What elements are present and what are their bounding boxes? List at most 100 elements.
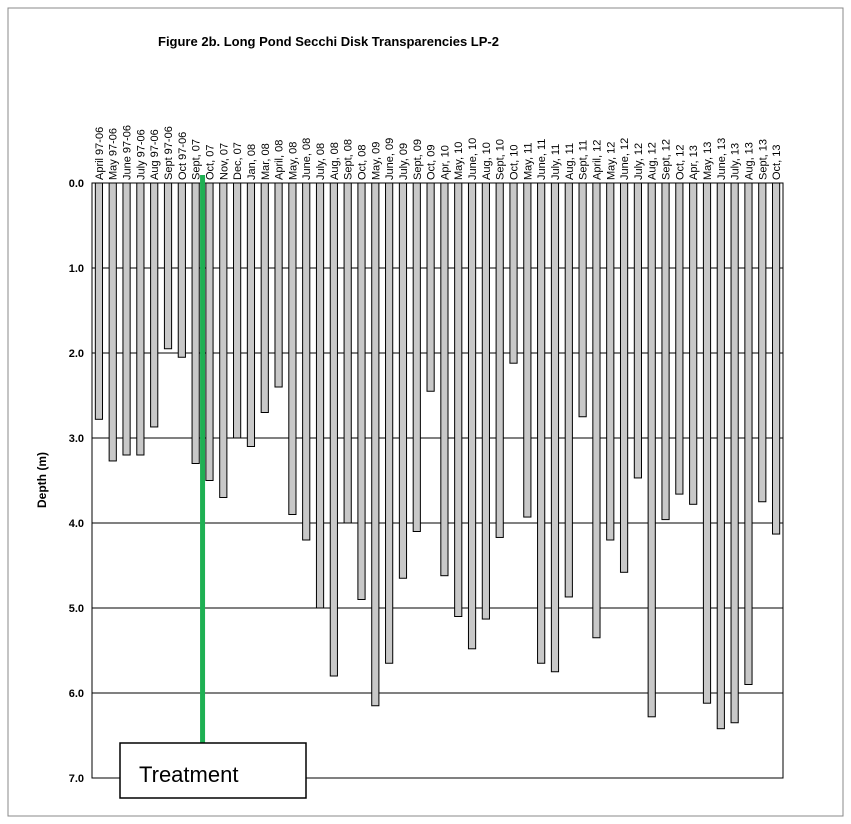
bar <box>426 182 435 392</box>
y-tick-label: 3.0 <box>69 433 84 445</box>
bar <box>509 182 518 364</box>
x-tick-label: May 97-06 <box>108 128 120 180</box>
bar <box>274 182 283 388</box>
bar <box>606 182 615 541</box>
x-tick-label: Nov, 07 <box>218 143 230 180</box>
bar <box>122 182 131 456</box>
treatment-label-box <box>119 742 307 799</box>
x-tick-label: May, 12 <box>605 142 617 180</box>
plot-area <box>91 182 784 779</box>
bar <box>772 182 781 535</box>
x-tick-label: Sept, 10 <box>495 139 507 180</box>
x-tick-label: Oct, 09 <box>426 145 438 180</box>
x-tick-label: Apr, 10 <box>439 145 451 180</box>
x-tick-label: May, 13 <box>702 142 714 180</box>
x-tick-label: Sept, 09 <box>412 139 424 180</box>
bar <box>233 182 242 439</box>
bar <box>454 182 463 617</box>
x-tick-label: July, 09 <box>398 143 410 180</box>
x-tick-label: Sept, 13 <box>757 139 769 180</box>
x-tick-label: Aug, 08 <box>329 142 341 180</box>
y-tick-label: 5.0 <box>69 603 84 615</box>
bar <box>716 182 725 730</box>
treatment-label: Treatment <box>139 762 238 787</box>
bar <box>675 182 684 495</box>
bar <box>481 182 490 620</box>
x-tick-label: Oct 97-06 <box>177 132 189 180</box>
bar <box>758 182 767 503</box>
x-tick-label: April, 12 <box>591 140 603 180</box>
bar <box>385 182 394 664</box>
x-tick-label: Dec, 07 <box>232 142 244 180</box>
x-tick-label: Aug, 10 <box>481 142 493 180</box>
y-tick-label: 1.0 <box>69 263 84 275</box>
bar <box>647 182 656 718</box>
x-tick-label: June, 12 <box>619 138 631 180</box>
x-tick-label: May, 11 <box>522 143 534 181</box>
x-tick-label: July, 13 <box>730 143 742 180</box>
bar <box>94 182 104 420</box>
bar <box>495 182 504 538</box>
bar <box>219 182 228 498</box>
x-tick-label: Aug, 12 <box>647 142 659 180</box>
x-tick-label: Sept, 08 <box>343 139 355 180</box>
x-tick-label: Oct, 07 <box>204 145 216 180</box>
bar <box>357 182 366 600</box>
y-tick-label: 7.0 <box>69 773 84 785</box>
bar <box>578 182 587 418</box>
x-tick-label: June, 10 <box>467 138 479 180</box>
x-tick-label: June, 13 <box>716 138 728 180</box>
x-tick-label: Aug, 11 <box>564 143 576 180</box>
x-tick-label: Sept, 07 <box>191 139 203 180</box>
x-tick-label: Oct, 12 <box>674 145 686 180</box>
y-tick-label: 6.0 <box>69 688 84 700</box>
bar <box>177 182 186 358</box>
x-tick-label: May, 09 <box>370 142 382 180</box>
bar <box>302 182 311 541</box>
x-tick-label: July, 11 <box>550 144 562 180</box>
bar <box>550 182 560 673</box>
bar <box>136 182 145 456</box>
bar <box>619 182 629 573</box>
x-tick-label: April 97-06 <box>94 127 106 180</box>
x-tick-label: Mar, 08 <box>260 143 272 180</box>
x-tick-label: Aug, 13 <box>743 142 755 180</box>
x-tick-label: Sept, 11 <box>578 140 590 180</box>
bar <box>343 182 352 524</box>
bar <box>592 182 601 639</box>
x-tick-label: July 97-06 <box>135 129 147 180</box>
bar <box>315 182 325 609</box>
x-tick-label: Oct, 10 <box>509 145 521 180</box>
bar <box>246 182 256 447</box>
bar <box>744 182 753 685</box>
bar <box>205 182 214 481</box>
x-tick-label: June, 09 <box>384 138 396 180</box>
x-tick-label: June, 11 <box>536 139 548 180</box>
x-tick-label: May, 10 <box>453 142 465 180</box>
y-tick-label: 4.0 <box>69 518 84 530</box>
bar <box>163 182 173 350</box>
y-axis-ticks: 0.0 1.0 2.0 3.0 4.0 5.0 6.0 7.0 <box>69 178 84 785</box>
y-tick-label: 2.0 <box>69 348 84 360</box>
x-tick-label: May, 08 <box>287 142 299 180</box>
x-tick-label: Oct, 08 <box>356 145 368 180</box>
y-axis-label: Depth (m) <box>35 452 49 508</box>
chart-title: Figure 2b. Long Pond Secchi Disk Transpa… <box>158 34 499 49</box>
x-axis-labels: April 97-06 May 97-06 June 97-06 July 97-06… <box>94 125 783 180</box>
bar <box>702 182 712 704</box>
bar <box>661 182 670 521</box>
bar <box>150 182 159 428</box>
bar <box>288 182 297 515</box>
bar <box>689 182 698 505</box>
bar <box>467 182 477 650</box>
bar <box>730 182 739 724</box>
x-tick-label: April, 08 <box>274 140 286 180</box>
bar <box>108 182 117 462</box>
x-tick-label: Aug 97-06 <box>149 129 161 180</box>
bar <box>564 182 573 598</box>
x-tick-label: Apr, 13 <box>688 145 700 180</box>
y-tick-label: 0.0 <box>69 178 84 190</box>
bar <box>260 182 269 413</box>
bar <box>440 182 449 577</box>
x-tick-label: June 97-06 <box>122 125 134 180</box>
